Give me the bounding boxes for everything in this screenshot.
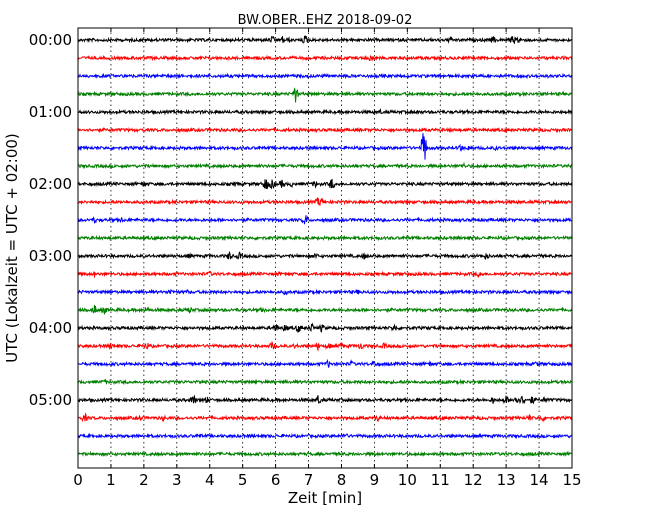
seismogram-trace (77, 72, 573, 80)
seismogram-trace (77, 450, 573, 458)
x-axis: 0 1 2 3 4 5 6 7 8 9 10 11 12 13 14 15 (73, 28, 582, 489)
seismogram-trace (77, 133, 573, 160)
x-tick-label: 1 (106, 471, 116, 489)
seismogram-trace (77, 161, 573, 170)
x-tick-label: 3 (172, 471, 182, 489)
seismogram-trace (77, 432, 573, 440)
y-tick-label: 02:00 (29, 175, 72, 193)
chart-title: BW.OBER..EHZ 2018-09-02 (238, 13, 413, 28)
y-tick-label: 05:00 (29, 391, 72, 409)
seismogram-trace (77, 108, 573, 116)
grid-lines (110, 28, 540, 468)
x-tick-label: 11 (431, 471, 450, 489)
x-tick-label: 13 (497, 471, 516, 489)
x-tick-label: 0 (73, 471, 83, 489)
y-tick-label: 00:00 (29, 31, 72, 49)
y-tick-label: 04:00 (29, 319, 72, 337)
y-tick-label: 03:00 (29, 247, 72, 265)
x-tick-label: 12 (464, 471, 483, 489)
y-axis: 00:00 01:00 02:00 03:00 04:00 05:00 (29, 31, 572, 409)
seismogram-trace (77, 126, 573, 134)
seismogram-trace (77, 378, 573, 386)
seismogram-trace (77, 54, 573, 62)
seismogram-trace (77, 250, 573, 260)
x-tick-label: 15 (562, 471, 581, 489)
seismogram-trace (77, 215, 573, 225)
x-tick-label: 10 (398, 471, 417, 489)
y-axis-label: UTC (Lokalzeit = UTC + 02:00) (3, 133, 21, 363)
x-tick-label: 9 (370, 471, 380, 489)
seismogram-trace (77, 304, 573, 316)
seismogram-trace (77, 412, 573, 423)
seismogram-trace (77, 87, 573, 103)
x-tick-label: 4 (205, 471, 215, 489)
seismogram-trace (77, 270, 573, 279)
seismogram-trace (77, 288, 573, 296)
x-tick-label: 14 (530, 471, 549, 489)
x-axis-label: Zeit [min] (288, 489, 362, 507)
x-tick-label: 2 (139, 471, 149, 489)
seismogram-trace (77, 341, 573, 352)
seismogram-trace (77, 35, 573, 45)
x-tick-label: 7 (304, 471, 314, 489)
seismogram-trace (77, 394, 573, 405)
x-tick-label: 5 (238, 471, 248, 489)
y-tick-label: 01:00 (29, 103, 72, 121)
plot-frame (77, 27, 573, 469)
x-tick-label: 8 (337, 471, 347, 489)
seismogram-trace (77, 322, 573, 333)
seismogram-trace (77, 197, 573, 206)
seismogram-trace (77, 358, 572, 369)
trace-group (77, 35, 573, 458)
seismogram-trace (77, 178, 573, 190)
x-tick-label: 6 (271, 471, 281, 489)
seismogram-trace (77, 234, 573, 242)
